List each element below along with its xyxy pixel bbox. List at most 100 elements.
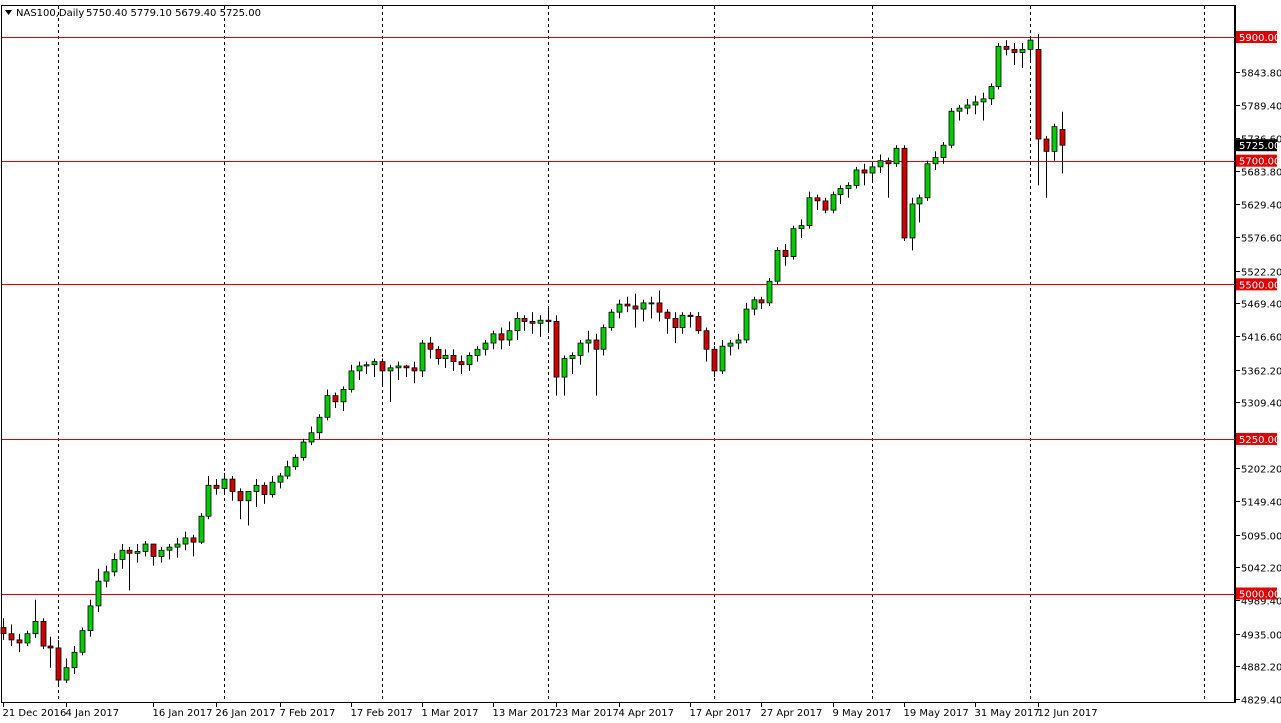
- candle-body: [47, 645, 54, 649]
- candle-body: [458, 361, 465, 366]
- candle-body: [758, 299, 765, 304]
- candle-body: [87, 605, 94, 632]
- time-axis: 21 Dec 2016 4 Jan 2017 16 Jan 2017 26 Jan 2…: [3, 702, 1098, 719]
- time-tick-label: 19 May 2017: [904, 708, 969, 719]
- time-tick-label: 26 Jan 2017: [216, 708, 276, 719]
- candle-body: [119, 549, 126, 560]
- level-marker-box: [1236, 31, 1277, 43]
- candle-body: [166, 546, 173, 551]
- level-markers: 5900.00 5700.00 5500.00 5250.00 5000.00: [1236, 31, 1280, 601]
- price-tick-label: 4882.20: [1241, 663, 1281, 674]
- candle-body: [956, 107, 963, 112]
- candle-body: [111, 559, 118, 573]
- time-tick-label: 16 Jan 2017: [153, 708, 213, 719]
- dropdown-triangle-icon[interactable]: [5, 10, 12, 15]
- candle-body: [995, 45, 1002, 87]
- plot-frame: [1, 5, 1235, 703]
- price-tick-label: 5309.40: [1241, 399, 1281, 410]
- candle-body: [703, 330, 710, 350]
- candle-body: [585, 339, 592, 344]
- time-tick-label: 4 Apr 2017: [619, 708, 674, 719]
- candle-body: [940, 144, 947, 158]
- candle-body: [885, 160, 892, 165]
- candle-body: [964, 104, 971, 109]
- candle-body: [55, 647, 62, 681]
- candle-body: [363, 364, 370, 367]
- candle-body: [340, 389, 347, 403]
- price-axis: 5843.805789.405736.605683.805629.405576.…: [1235, 5, 1281, 707]
- candle-body: [79, 630, 86, 653]
- time-tick-label: 7 Feb 2017: [280, 708, 336, 719]
- candle-body: [450, 355, 457, 363]
- candle-body: [901, 147, 908, 239]
- candle-body: [182, 537, 189, 545]
- candle-body: [853, 169, 860, 186]
- candle-body: [269, 481, 276, 495]
- candle-body: [782, 249, 789, 257]
- candle-body: [403, 365, 410, 369]
- candle-body: [213, 484, 220, 489]
- candle-body: [774, 249, 781, 282]
- candle-body: [316, 416, 323, 434]
- time-tick-label: 31 May 2017: [975, 708, 1040, 719]
- candle-body: [980, 98, 987, 103]
- price-tick-label: 4829.40: [1241, 696, 1281, 707]
- candle-body: [679, 314, 686, 329]
- candle-body: [624, 303, 631, 307]
- candle-body: [435, 348, 442, 359]
- price-tick-label: 5042.20: [1241, 564, 1281, 575]
- time-tick-label: 23 Mar 2017: [556, 708, 619, 719]
- price-tick-label: 5629.40: [1241, 201, 1281, 212]
- level-marker-label: 5900.00: [1239, 33, 1280, 44]
- candle-body: [608, 311, 615, 329]
- price-tick-label: 5469.40: [1241, 300, 1281, 311]
- time-tick-label: 4 Jan 2017: [66, 708, 120, 719]
- candle-body: [498, 333, 505, 341]
- candle-body: [711, 348, 718, 372]
- candle-body: [198, 515, 205, 543]
- current-price-box: [1236, 139, 1277, 152]
- time-tick-label: 17 Apr 2017: [690, 708, 752, 719]
- candle-body: [237, 491, 244, 502]
- candle-body: [600, 327, 607, 350]
- candle-body: [419, 342, 426, 372]
- time-tick-label: 27 Apr 2017: [761, 708, 823, 719]
- candle-body: [348, 370, 355, 390]
- time-tick-label: 17 Feb 2017: [351, 708, 413, 719]
- time-tick-label: 12 Jun 2017: [1038, 708, 1098, 719]
- candlesticks: [0, 33, 1066, 687]
- time-tick-label: 13 Mar 2017: [493, 708, 556, 719]
- candle-body: [593, 339, 600, 350]
- candle-body: [174, 543, 181, 548]
- candle-body: [332, 395, 339, 403]
- candle-body: [988, 86, 995, 100]
- candle-body: [916, 197, 923, 205]
- ohlc-values: 5750.40 5779.10 5679.40 5725.00: [86, 8, 261, 19]
- candle-body: [790, 228, 797, 257]
- time-tick-label: 1 Mar 2017: [422, 708, 479, 719]
- candle-body: [830, 194, 837, 211]
- candle-body: [766, 280, 773, 304]
- symbol-label: NAS100,Daily: [16, 8, 84, 19]
- candle-body: [371, 361, 378, 366]
- candle-body: [95, 580, 102, 607]
- candle-body: [521, 317, 528, 322]
- price-tick-label: 4989.40: [1241, 597, 1281, 608]
- candle-body: [648, 302, 655, 305]
- candle-body: [664, 311, 671, 319]
- current-price-label: 5725.00: [1239, 141, 1280, 152]
- candle-body: [656, 302, 663, 313]
- candle-body: [948, 110, 955, 146]
- current-price-marker: 5725.00: [1236, 139, 1280, 152]
- price-tick-label: 5149.40: [1241, 498, 1281, 509]
- price-tick-label: 5202.20: [1241, 465, 1281, 476]
- level-marker-box: [1236, 587, 1277, 600]
- candle-body: [553, 321, 560, 378]
- candle-body: [190, 537, 197, 543]
- candle-body: [632, 305, 639, 310]
- candle-body: [798, 225, 805, 230]
- horizontal-levels: [2, 37, 1235, 595]
- candle-body: [427, 342, 434, 350]
- level-marker-box: [1236, 278, 1277, 291]
